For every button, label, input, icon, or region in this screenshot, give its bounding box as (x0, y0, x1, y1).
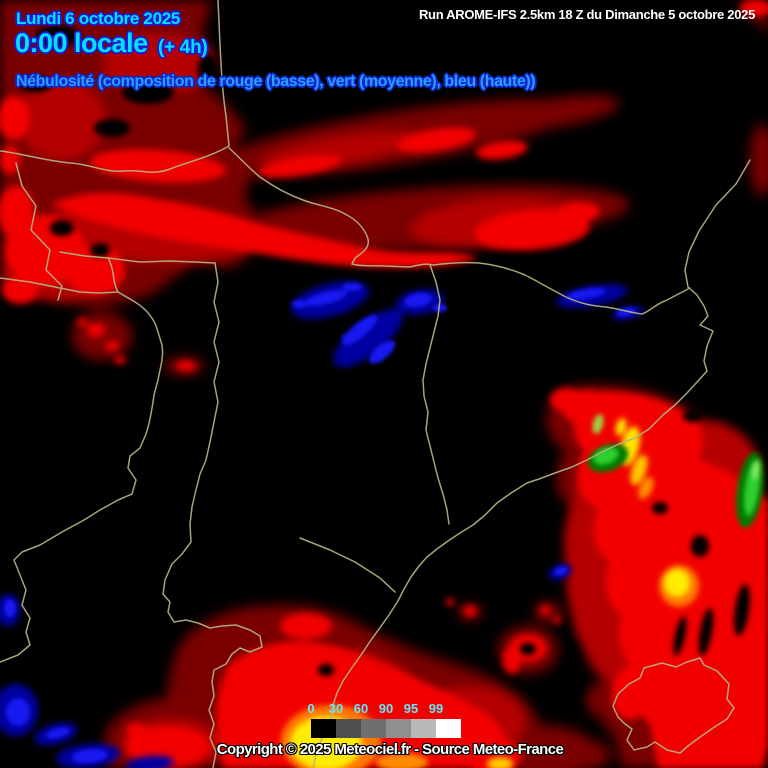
legend-labels: 0 30 60 90 95 99 (307, 701, 461, 717)
coast-mallorca (612, 657, 735, 754)
local-time-label: 0:00 locale (15, 28, 148, 58)
legend-value: 60 (353, 701, 369, 716)
forecast-offset-label: (+ 4h) (158, 37, 208, 58)
border-central-region (162, 262, 263, 768)
model-run-label: Run AROME-IFS 2.5km 18 Z du Dimanche 5 o… (418, 7, 755, 22)
copyright-label: Copyright © 2025 Meteociel.fr - Source M… (216, 741, 564, 758)
map-subtitle: Nébulosité (composition de rouge (basse)… (16, 73, 536, 90)
border-basque-squiggle (15, 162, 63, 301)
legend-value: 0 (307, 701, 315, 716)
border-west-connector (0, 277, 119, 294)
border-south-diagonal (299, 537, 396, 593)
coast-atlantic (217, 0, 230, 147)
legend-cell (386, 719, 411, 738)
border-aragon-catalonia (422, 264, 450, 525)
legend-cell (411, 719, 436, 738)
legend-value: 95 (403, 701, 419, 716)
date-label: Lundi 6 octobre 2025 (16, 9, 181, 28)
legend-value: 30 (328, 701, 344, 716)
legend-cell (361, 719, 386, 738)
coast-cantabric (0, 145, 230, 173)
cloud-layer-mid-green (587, 414, 764, 528)
legend-cell (311, 719, 336, 738)
coast-mediterranean (312, 159, 751, 768)
border-north-connector (59, 251, 216, 264)
cloud-cover-legend: 0 30 60 90 95 99 (307, 701, 461, 738)
cloud-holes (20, 25, 750, 676)
cloud-layer-high-blue (4, 283, 636, 764)
border-pyrenees (228, 147, 691, 315)
legend-value: 99 (428, 701, 444, 716)
legend-cell (436, 719, 461, 738)
border-west-region (0, 257, 164, 663)
legend-scale (311, 719, 461, 738)
legend-value: 90 (378, 701, 394, 716)
border-lines (0, 0, 751, 768)
legend-cell (336, 719, 361, 738)
